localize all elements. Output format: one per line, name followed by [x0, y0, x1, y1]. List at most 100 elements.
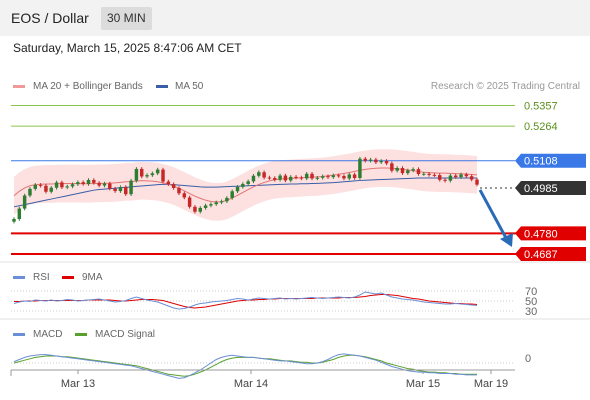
candle-body	[155, 169, 160, 174]
candle-body	[262, 172, 266, 178]
candle-body	[92, 179, 96, 183]
candle-body	[379, 160, 383, 163]
candle-body	[459, 174, 463, 178]
candle-body	[390, 163, 394, 171]
candle-body	[214, 202, 218, 205]
candle-body	[134, 168, 139, 181]
forecast-arrow	[478, 189, 508, 239]
level-label-0.5264: 0.5264	[524, 121, 558, 133]
candle-body	[76, 182, 80, 185]
candle-body	[182, 193, 187, 198]
candle-body	[22, 195, 27, 209]
ma50-legend-label: MA 50	[175, 81, 204, 92]
x-tick-label: Mar 13	[61, 378, 95, 390]
candle-body	[150, 173, 155, 176]
candle-body	[54, 182, 59, 188]
candle-body	[427, 173, 431, 175]
ma20-legend-label: MA 20 + Bollinger Bands	[33, 81, 143, 92]
candle-body	[347, 174, 352, 179]
ma20-line	[13, 167, 478, 203]
candle-body	[464, 174, 469, 177]
candle-body	[60, 182, 64, 188]
candle-body	[65, 186, 69, 188]
candle-body	[310, 173, 314, 179]
rsi-ma-legend-swatch	[62, 276, 74, 279]
candle-body	[368, 159, 373, 161]
candle-body	[374, 159, 378, 163]
level-tag-0.4687	[515, 247, 586, 262]
candle-body	[443, 179, 447, 181]
candle-body	[161, 169, 165, 182]
level-tag-0.5108	[515, 153, 586, 168]
candle-body	[395, 168, 399, 171]
forecast-arrowhead	[500, 233, 513, 247]
level-label-0.5108: 0.5108	[524, 156, 558, 168]
candle-body	[225, 197, 229, 202]
macd-legend-swatch	[13, 333, 25, 336]
candle-body	[219, 201, 224, 203]
candle-body	[315, 177, 320, 179]
candle-body	[86, 179, 91, 184]
chart-datetime: Saturday, March 15, 2025 8:47:06 AM CET	[13, 41, 242, 55]
macd-signal-legend-label: MACD Signal	[95, 329, 156, 340]
candle-body	[235, 186, 240, 192]
macd-zero-label: 0	[525, 353, 531, 365]
candle-body	[438, 175, 442, 180]
level-label-0.4780: 0.4780	[524, 228, 558, 240]
candle-body	[453, 175, 458, 178]
candle-body	[177, 187, 181, 194]
candle-body	[166, 181, 171, 185]
candle-body	[113, 188, 117, 192]
candle-body	[432, 174, 437, 176]
level-tag-0.4985	[515, 180, 586, 195]
candle-body	[299, 177, 304, 179]
candle-body	[230, 191, 234, 198]
x-tick-label: Mar 15	[406, 378, 440, 390]
candle-body	[363, 158, 367, 161]
candle-body	[469, 176, 474, 180]
candle-body	[267, 177, 272, 179]
candle-body	[294, 176, 298, 178]
chart-header: EOS / Dollar 30 MIN	[0, 0, 590, 36]
candle-body	[475, 179, 479, 185]
ma20-legend-swatch	[13, 85, 25, 88]
candle-body	[124, 187, 128, 195]
timeframe-button[interactable]: 30 MIN	[101, 7, 152, 30]
rsi-tick-label: 30	[525, 306, 537, 318]
candle-body	[278, 175, 282, 180]
macd-legend-label: MACD	[33, 329, 63, 340]
candle-body	[257, 172, 261, 176]
candle-body	[273, 178, 277, 180]
candle-body	[289, 176, 293, 181]
x-tick-label: Mar 14	[234, 378, 268, 390]
candle-body	[145, 175, 149, 177]
candle-body	[28, 188, 32, 196]
candle-body	[118, 187, 123, 192]
candle-body	[108, 183, 112, 189]
candle-body	[209, 204, 213, 206]
candle-body	[12, 219, 16, 222]
candle-body	[320, 176, 325, 178]
chart-title: EOS / Dollar	[11, 10, 89, 26]
candle-body	[44, 185, 48, 192]
macd-signal-line	[13, 354, 477, 377]
candle-body	[246, 181, 250, 184]
candle-body	[97, 182, 101, 186]
x-tick-label: Mar 19	[474, 378, 508, 390]
candle-body	[33, 184, 38, 189]
level-label-0.5357: 0.5357	[524, 101, 558, 113]
level-label-0.4985: 0.4985	[524, 183, 558, 195]
candle-body	[241, 183, 245, 187]
candle-body	[139, 168, 144, 177]
level-tag-0.4780	[515, 226, 586, 241]
candle-body	[342, 176, 346, 179]
candle-body	[129, 180, 133, 195]
rsi-legend-label: RSI	[33, 272, 50, 283]
candle-body	[336, 175, 341, 177]
candle-body	[358, 158, 362, 178]
candle-body	[406, 170, 410, 174]
candle-body	[422, 173, 426, 175]
candle-body	[448, 175, 453, 181]
candle-body	[326, 176, 330, 178]
